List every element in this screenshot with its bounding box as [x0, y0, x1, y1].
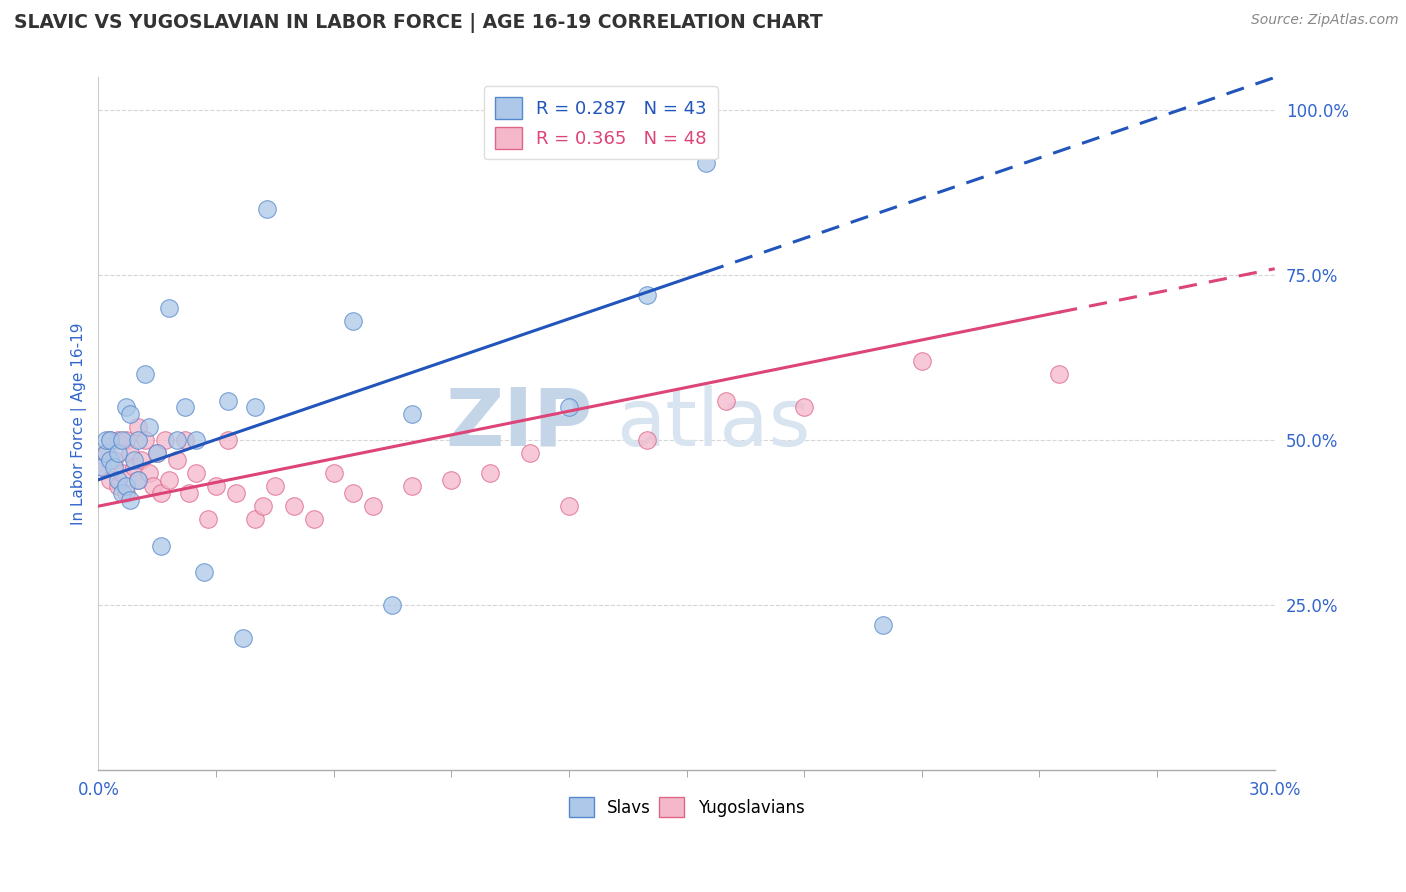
- Point: [252, 499, 274, 513]
- Point: [225, 486, 247, 500]
- Point: [558, 499, 581, 513]
- Point: [98, 434, 121, 448]
- Point: [193, 565, 215, 579]
- Point: [166, 434, 188, 448]
- Point: [91, 459, 114, 474]
- Point: [173, 434, 195, 448]
- Point: [302, 512, 325, 526]
- Point: [519, 446, 541, 460]
- Point: [146, 446, 169, 460]
- Point: [142, 479, 165, 493]
- Point: [263, 479, 285, 493]
- Text: atlas: atlas: [616, 384, 810, 463]
- Legend: Slavs, Yugoslavians: Slavs, Yugoslavians: [562, 790, 811, 824]
- Point: [111, 466, 134, 480]
- Point: [205, 479, 228, 493]
- Point: [96, 434, 118, 448]
- Point: [381, 598, 404, 612]
- Point: [134, 368, 156, 382]
- Point: [217, 434, 239, 448]
- Point: [122, 453, 145, 467]
- Point: [245, 512, 267, 526]
- Point: [114, 401, 136, 415]
- Point: [98, 434, 121, 448]
- Point: [695, 156, 717, 170]
- Point: [103, 459, 125, 474]
- Point: [118, 407, 141, 421]
- Point: [440, 473, 463, 487]
- Point: [118, 446, 141, 460]
- Point: [138, 420, 160, 434]
- Point: [114, 434, 136, 448]
- Point: [636, 434, 658, 448]
- Point: [342, 486, 364, 500]
- Point: [153, 434, 176, 448]
- Y-axis label: In Labor Force | Age 16-19: In Labor Force | Age 16-19: [72, 323, 87, 525]
- Point: [98, 473, 121, 487]
- Point: [131, 453, 153, 467]
- Point: [283, 499, 305, 513]
- Point: [114, 479, 136, 493]
- Point: [793, 401, 815, 415]
- Point: [122, 459, 145, 474]
- Point: [111, 434, 134, 448]
- Point: [127, 473, 149, 487]
- Point: [232, 631, 254, 645]
- Point: [150, 539, 173, 553]
- Point: [157, 301, 180, 316]
- Point: [166, 453, 188, 467]
- Point: [103, 453, 125, 467]
- Point: [107, 479, 129, 493]
- Point: [177, 486, 200, 500]
- Point: [636, 288, 658, 302]
- Point: [186, 466, 208, 480]
- Point: [361, 499, 384, 513]
- Point: [127, 420, 149, 434]
- Point: [138, 466, 160, 480]
- Point: [322, 466, 344, 480]
- Point: [96, 446, 118, 460]
- Point: [107, 434, 129, 448]
- Point: [714, 393, 737, 408]
- Point: [146, 446, 169, 460]
- Point: [107, 446, 129, 460]
- Point: [342, 314, 364, 328]
- Point: [134, 434, 156, 448]
- Point: [197, 512, 219, 526]
- Point: [245, 401, 267, 415]
- Point: [107, 473, 129, 487]
- Point: [98, 453, 121, 467]
- Point: [401, 479, 423, 493]
- Point: [96, 446, 118, 460]
- Point: [479, 466, 502, 480]
- Point: [256, 202, 278, 217]
- Point: [157, 473, 180, 487]
- Point: [872, 618, 894, 632]
- Point: [217, 393, 239, 408]
- Text: Source: ZipAtlas.com: Source: ZipAtlas.com: [1251, 13, 1399, 28]
- Point: [111, 486, 134, 500]
- Point: [150, 486, 173, 500]
- Point: [558, 401, 581, 415]
- Point: [127, 473, 149, 487]
- Point: [91, 459, 114, 474]
- Point: [401, 407, 423, 421]
- Point: [173, 401, 195, 415]
- Point: [127, 434, 149, 448]
- Point: [114, 486, 136, 500]
- Point: [1047, 368, 1070, 382]
- Point: [911, 354, 934, 368]
- Text: ZIP: ZIP: [446, 384, 592, 463]
- Point: [118, 492, 141, 507]
- Point: [186, 434, 208, 448]
- Text: SLAVIC VS YUGOSLAVIAN IN LABOR FORCE | AGE 16-19 CORRELATION CHART: SLAVIC VS YUGOSLAVIAN IN LABOR FORCE | A…: [14, 13, 823, 33]
